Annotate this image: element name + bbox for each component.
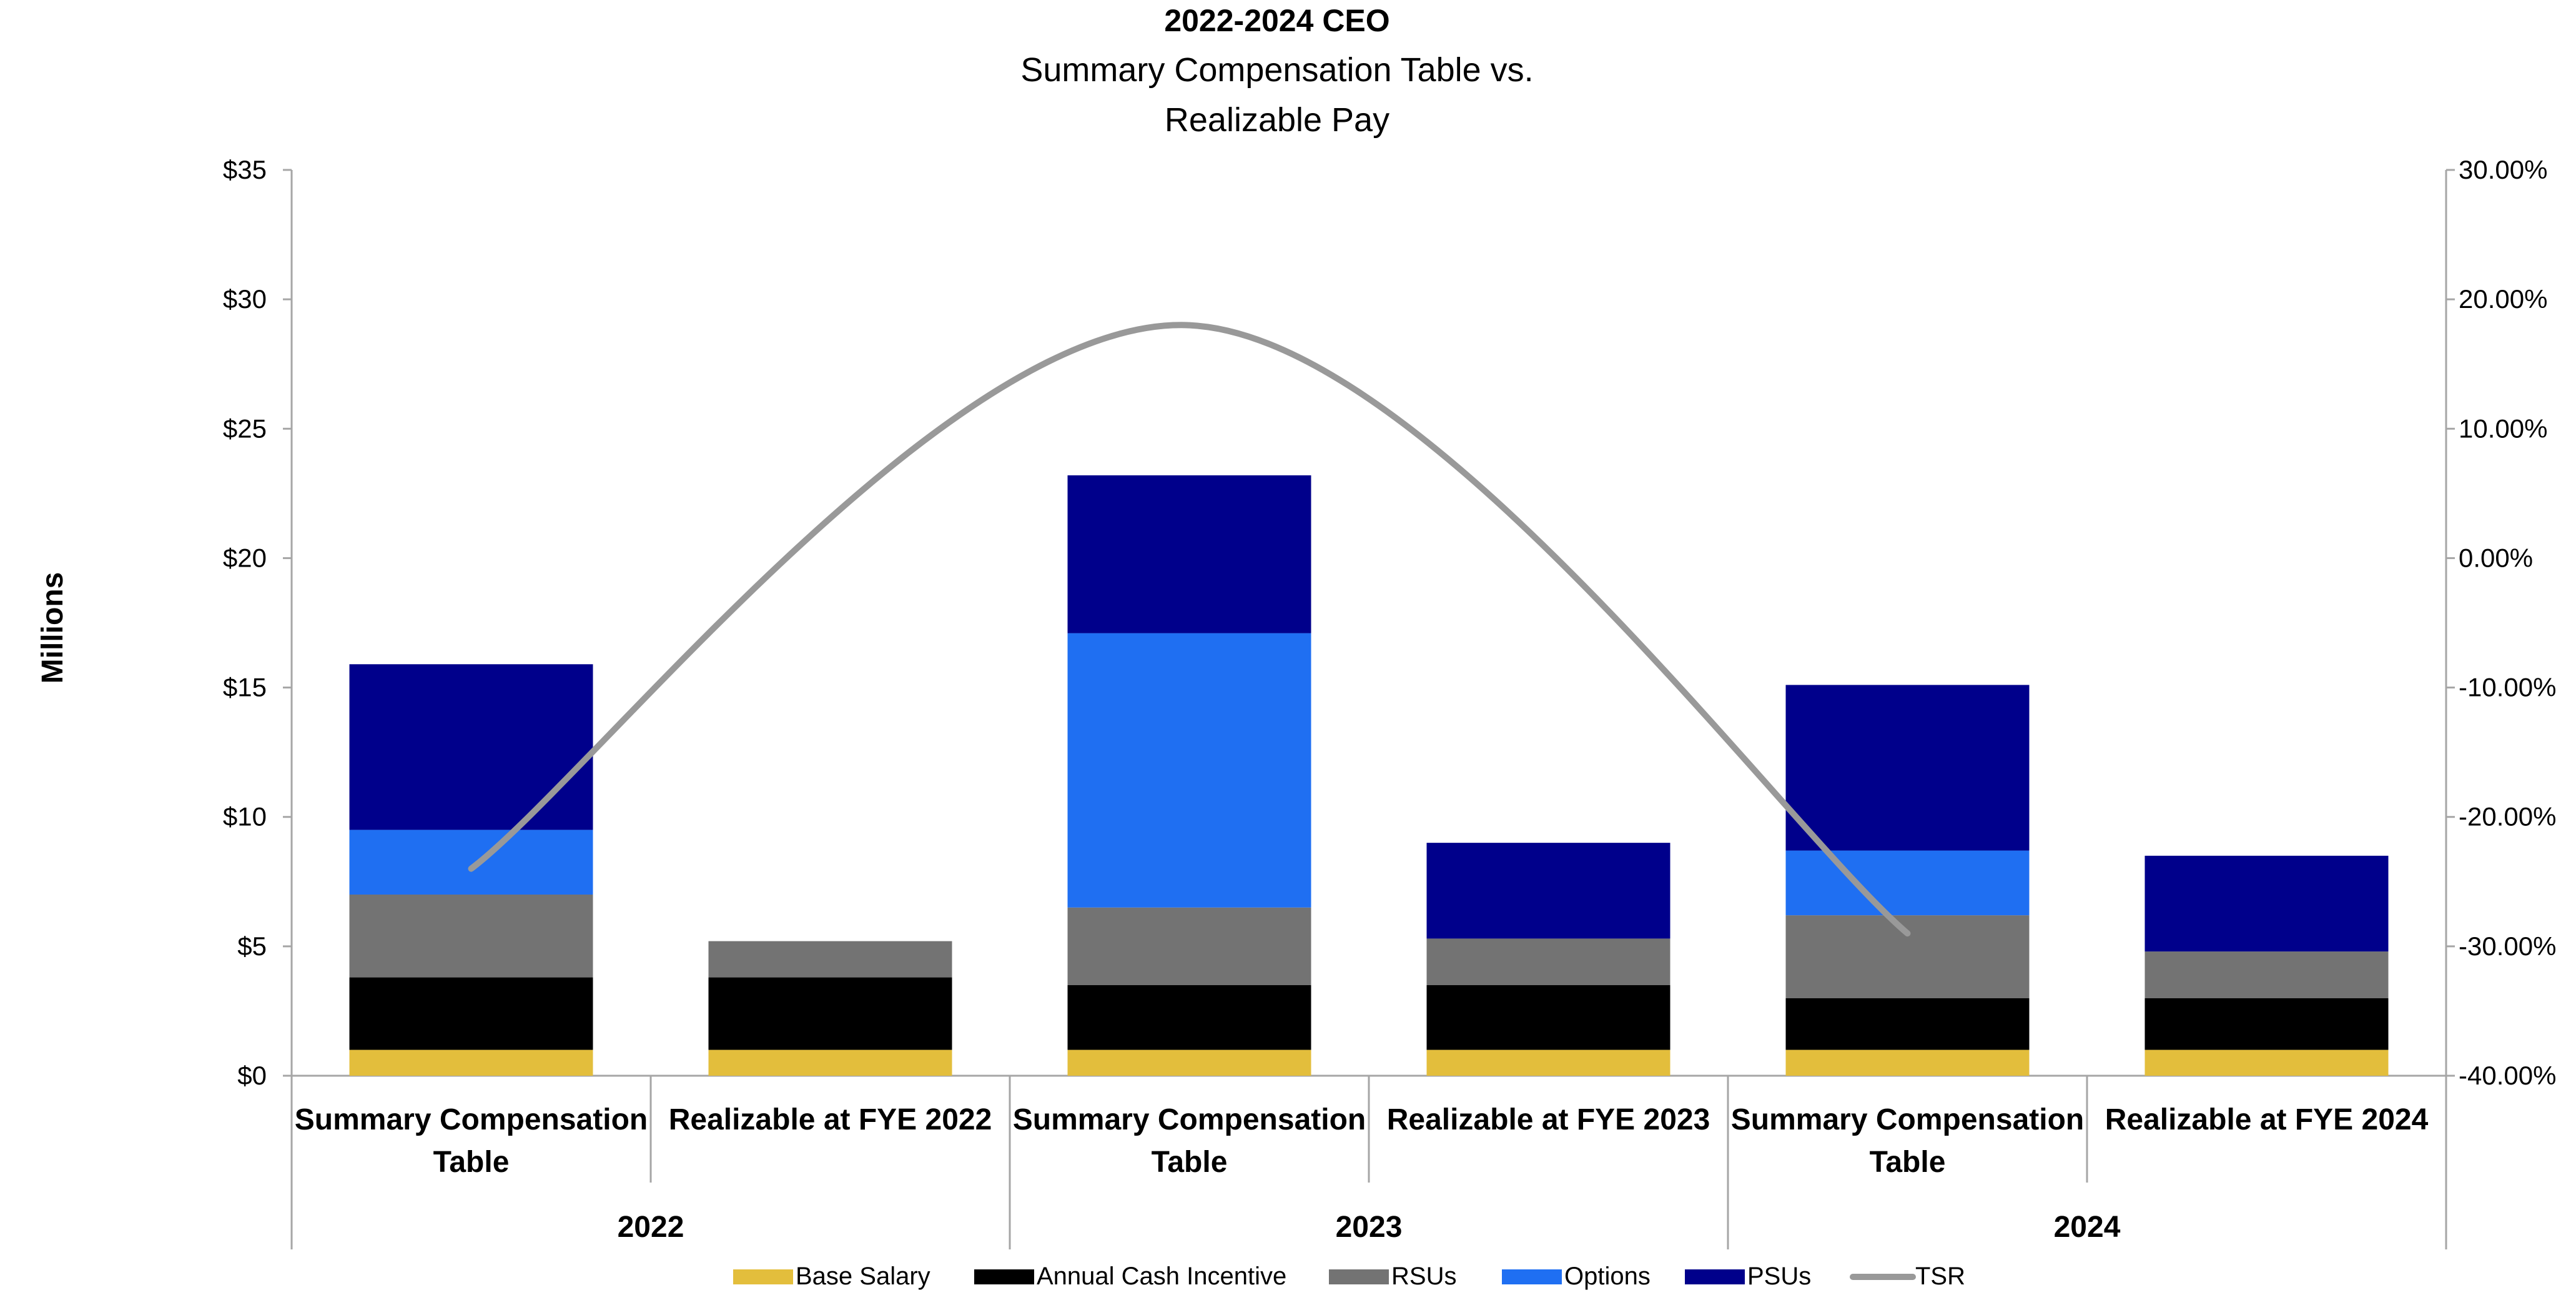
category-label: Realizable at FYE 2022 — [669, 1103, 992, 1136]
bar-segment-rsus — [2144, 951, 2389, 998]
group-label: 2022 — [618, 1211, 684, 1244]
bar-segment-options — [1785, 850, 2030, 916]
category-label: Summary Compensation — [295, 1103, 648, 1136]
y-tick-label: $15 — [223, 673, 267, 702]
group-label: 2023 — [1336, 1211, 1403, 1244]
group-label: 2024 — [2054, 1211, 2121, 1244]
category-label: Table — [1870, 1146, 1946, 1179]
y-axis-label: Millions — [36, 572, 69, 684]
bar-segment-psus — [2144, 855, 2389, 952]
chart-title: 2022-2024 CEO — [1164, 3, 1389, 38]
legend-swatch — [974, 1269, 1034, 1284]
bar-segment-base-salary — [1426, 1049, 1670, 1076]
bar-segment-rsus — [1426, 938, 1670, 985]
bars — [349, 475, 2389, 1076]
y2-tick-label: 30.00% — [2459, 155, 2547, 184]
category-label: Realizable at FYE 2023 — [1387, 1103, 1710, 1136]
y-tick-label: $30 — [223, 284, 267, 314]
legend-label: PSUs — [1747, 1263, 1811, 1290]
bar-segment-rsus — [1785, 915, 2030, 998]
bar-segment-base-salary — [1785, 1049, 2030, 1076]
bar-segment-psus — [1785, 685, 2030, 851]
category-label: Summary Compensation — [1731, 1103, 2084, 1136]
y-tick-label: $0 — [237, 1061, 267, 1090]
category-label: Summary Compensation — [1013, 1103, 1366, 1136]
bar-segment-annual-cash-incentive — [349, 977, 593, 1050]
category-label: Table — [433, 1146, 510, 1179]
chart-subtitle-line-2: Realizable Pay — [1165, 101, 1389, 139]
y2-tick-label: -40.00% — [2459, 1061, 2556, 1090]
y2-tick-label: -20.00% — [2459, 802, 2556, 831]
y2-tick-label: 20.00% — [2459, 284, 2547, 314]
bar-segment-psus — [349, 664, 593, 830]
bar-segment-rsus — [1067, 907, 1311, 985]
bar-segment-psus — [1426, 843, 1670, 939]
bar-segment-rsus — [349, 895, 593, 978]
bar-segment-annual-cash-incentive — [708, 977, 952, 1050]
bar-segment-annual-cash-incentive — [1785, 998, 2030, 1050]
category-label: Table — [1152, 1146, 1228, 1179]
legend-label: Base Salary — [796, 1263, 930, 1290]
legend-label: TSR — [1915, 1263, 1965, 1290]
legend-label: Annual Cash Incentive — [1037, 1263, 1286, 1290]
y2-tick-label: -30.00% — [2459, 931, 2556, 961]
y-tick-label: $10 — [223, 802, 267, 831]
y2-tick-label: 0.00% — [2459, 543, 2533, 572]
y-tick-label: $20 — [223, 543, 267, 572]
category-label: Realizable at FYE 2024 — [2105, 1103, 2429, 1136]
bar-segment-options — [349, 830, 593, 895]
bar-segment-psus — [1067, 475, 1311, 633]
bar-segment-annual-cash-incentive — [2144, 998, 2389, 1050]
category-labels: Summary Compensation Table Realizable at F… — [295, 1103, 2429, 1244]
y2-tick-label: -10.00% — [2459, 673, 2556, 702]
bar-segment-base-salary — [708, 1049, 952, 1076]
bar-segment-rsus — [708, 941, 952, 978]
legend-swatch — [1685, 1269, 1745, 1284]
y-tick-label: $25 — [223, 414, 267, 443]
legend-swatch — [1502, 1269, 1562, 1284]
y-tick-label: $5 — [237, 931, 267, 961]
legend-label: Options — [1564, 1263, 1651, 1290]
bar-segment-base-salary — [2144, 1049, 2389, 1076]
bar-segment-annual-cash-incentive — [1426, 985, 1670, 1050]
tsr-line — [468, 322, 1911, 937]
legend: Base Salary Annual Cash Incentive RSUs Opti… — [733, 1263, 1965, 1290]
chart-subtitle-line-1: Summary Compensation Table vs. — [1020, 51, 1533, 89]
legend-swatch — [733, 1269, 793, 1284]
y2-tick-label: 10.00% — [2459, 414, 2547, 443]
tsr-series-line — [468, 322, 1911, 937]
y-tick-label: $35 — [223, 155, 267, 184]
bar-segment-base-salary — [349, 1049, 593, 1076]
axes: $0 $5 $10 $15 $20 $25 $30 $35 -40.00% -30.00% -20.… — [223, 155, 2556, 1249]
legend-swatch — [1329, 1269, 1389, 1284]
legend-label: RSUs — [1391, 1263, 1456, 1290]
bar-segment-base-salary — [1067, 1049, 1311, 1076]
bar-segment-annual-cash-incentive — [1067, 985, 1311, 1050]
bar-segment-options — [1067, 633, 1311, 908]
